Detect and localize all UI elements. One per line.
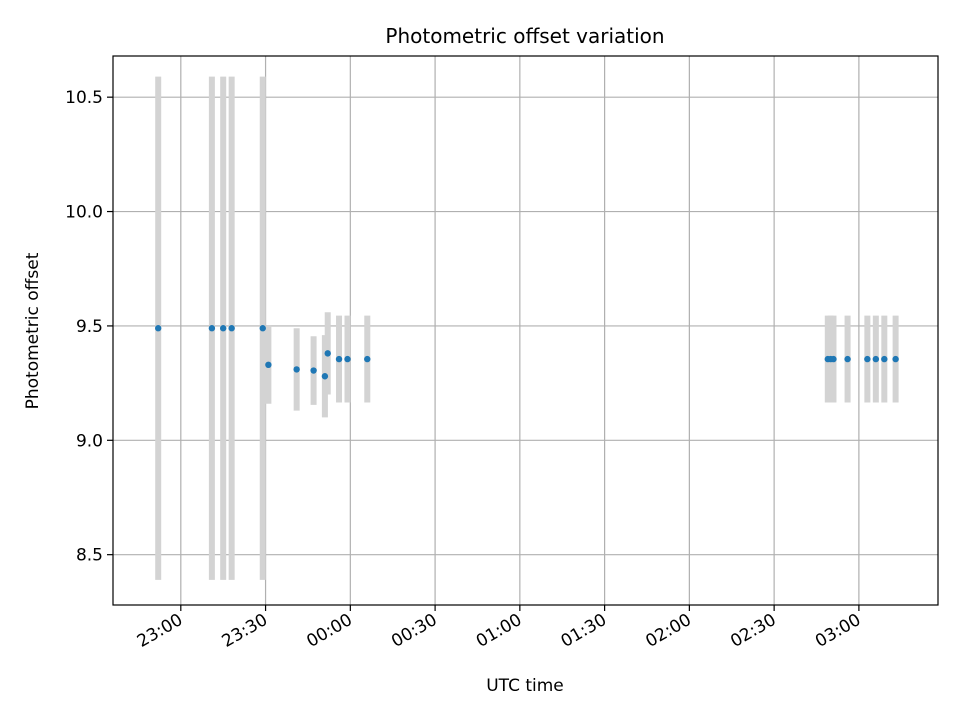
data-point [335, 355, 343, 363]
data-point [830, 355, 837, 363]
data-point [259, 325, 266, 332]
data-point [293, 366, 300, 373]
y-tick-label: 9.5 [76, 317, 103, 337]
y-axis-ticks: 8.5 9.0 9.5 10.0 10.5 [65, 88, 113, 566]
y-axis-title: Photometric offset [23, 252, 43, 409]
data-point [310, 367, 317, 374]
grid [113, 56, 938, 605]
data-point [344, 355, 351, 363]
data-point [228, 325, 235, 332]
x-axis-title: UTC time [486, 676, 564, 696]
data-point [219, 325, 227, 332]
data-point [265, 361, 272, 369]
data-point [155, 325, 162, 332]
data-point [892, 355, 899, 363]
data-point [872, 355, 880, 363]
data-points [155, 325, 899, 380]
plot-frame [112, 55, 939, 606]
data-point [864, 355, 871, 363]
y-tick-label: 8.5 [76, 546, 103, 566]
data-point [881, 355, 888, 363]
chart-title: Photometric offset variation [385, 24, 664, 48]
y-tick-label: 9.0 [76, 431, 103, 451]
data-point [364, 355, 371, 363]
data-point [844, 355, 851, 363]
y-tick-label: 10.5 [65, 88, 103, 108]
data-point [324, 350, 331, 357]
data-point [208, 325, 216, 332]
data-point [321, 373, 329, 380]
y-tick-label: 10.0 [65, 203, 103, 223]
